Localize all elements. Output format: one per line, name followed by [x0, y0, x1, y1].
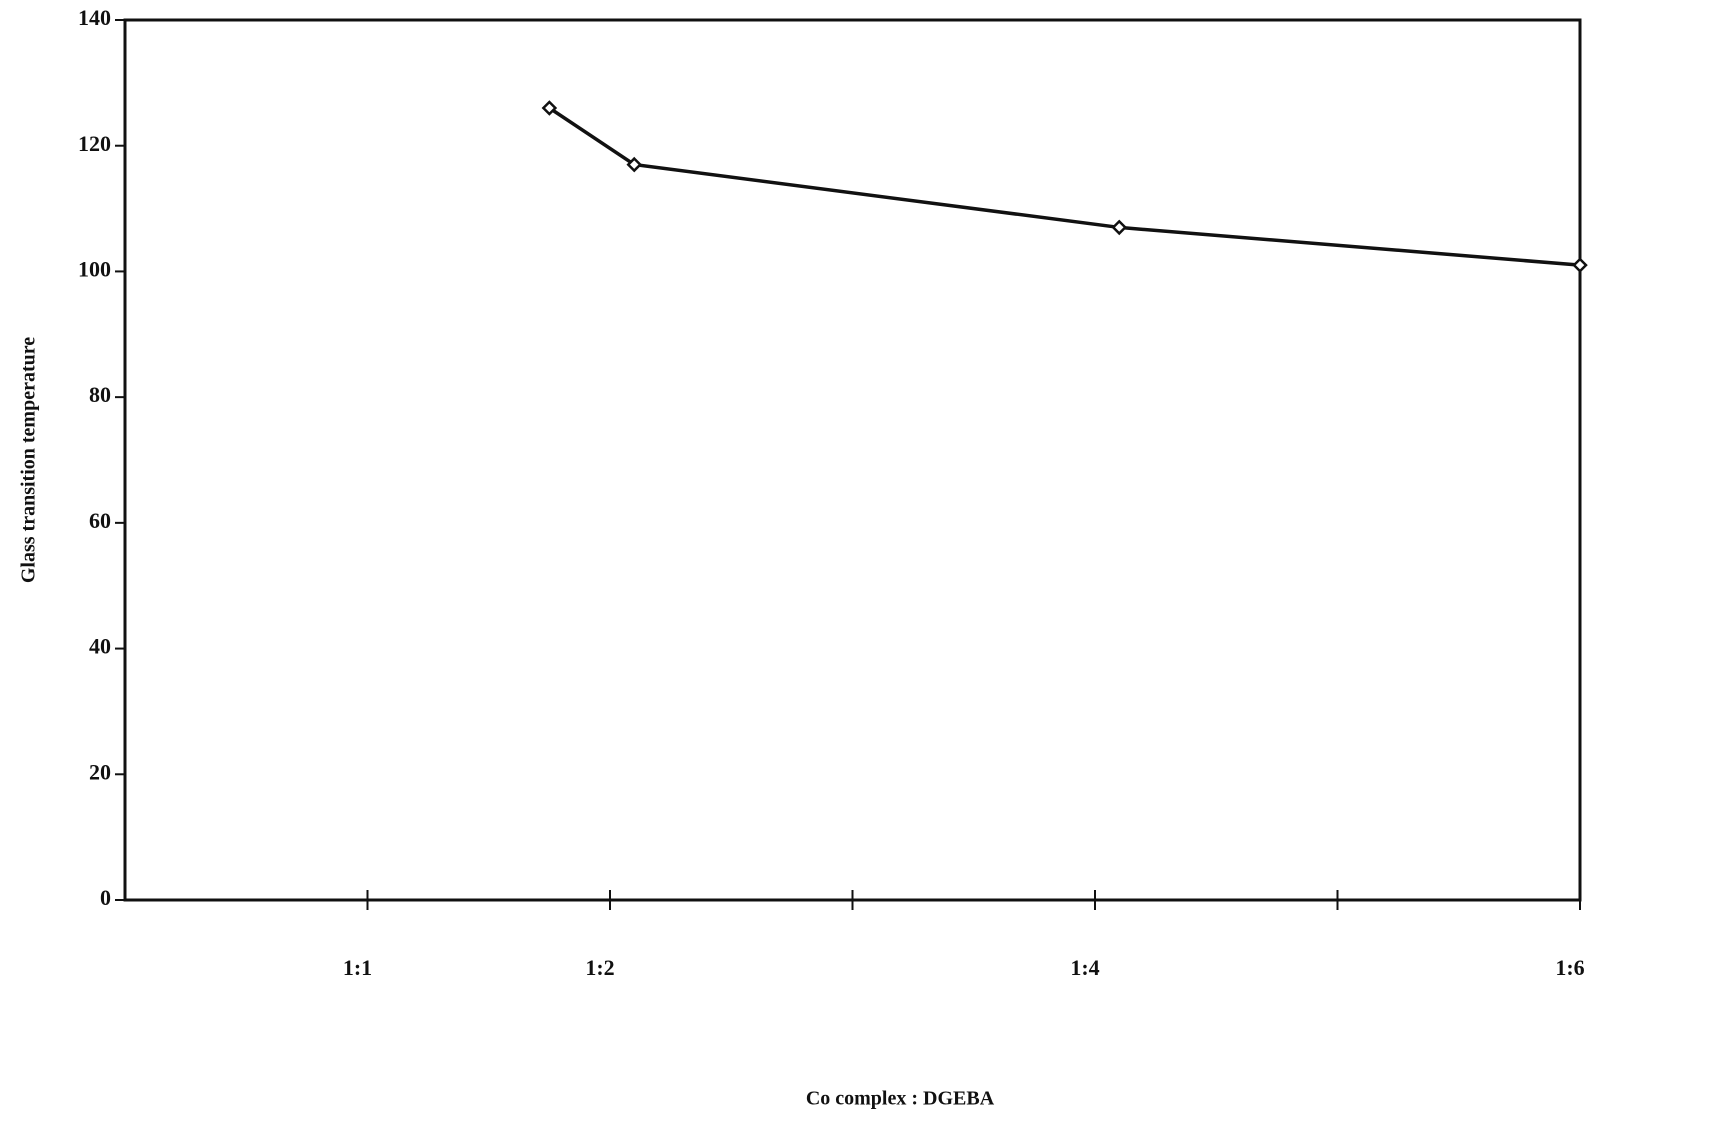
- y-axis-title: Glass transition temperature: [18, 337, 40, 583]
- y-tick-label: 0: [100, 885, 111, 910]
- x-tick-label: 1:6: [1555, 955, 1584, 980]
- data-marker: [1113, 221, 1125, 233]
- y-tick-label: 80: [89, 382, 111, 407]
- y-tick-label: 120: [78, 131, 111, 156]
- x-tick-label: 1:1: [343, 955, 372, 980]
- x-axis-title: Co complex : DGEBA: [806, 1088, 995, 1110]
- chart: Co complex : DGEBA Glass transition temp…: [0, 0, 1717, 1125]
- y-tick-label: 100: [78, 256, 111, 281]
- y-tick-label: 60: [89, 508, 111, 533]
- page: {"chart_data": { "type": "line", "x_labe…: [0, 0, 1717, 1125]
- data-line: [549, 108, 1580, 265]
- y-tick-label: 20: [89, 759, 111, 784]
- data-marker: [1574, 259, 1586, 271]
- y-tick-label: 40: [89, 634, 111, 659]
- x-tick-label: 1:2: [585, 955, 614, 980]
- plot-frame: [125, 20, 1580, 900]
- x-tick-label: 1:4: [1070, 955, 1099, 980]
- y-tick-label: 140: [78, 5, 111, 30]
